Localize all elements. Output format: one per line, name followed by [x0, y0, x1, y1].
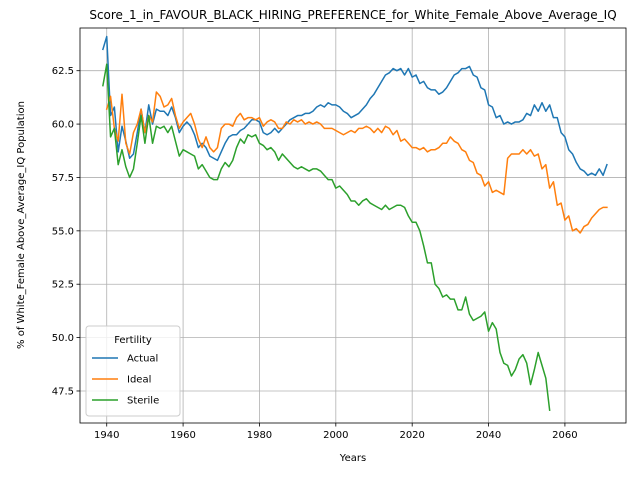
y-axis-ticks: 47.5 50.0 52.5 55.0 57.5 60.0 62.5 [52, 66, 80, 397]
series-lines [101, 35, 608, 412]
x-tick-label: 2040 [476, 430, 501, 441]
y-tick-label: 50.0 [52, 333, 74, 344]
y-tick-label: 55.0 [52, 226, 74, 237]
legend-label-ideal: Ideal [127, 375, 151, 386]
legend: Fertility Actual Ideal Sterile [85, 325, 181, 417]
series-line-ideal [105, 91, 608, 234]
y-tick-label: 57.5 [52, 173, 74, 184]
y-axis-label: % of White_Female Above_Average_IQ Popul… [16, 101, 27, 349]
legend-title: Fertility [114, 335, 152, 346]
x-tick-label: 1940 [94, 430, 119, 441]
x-tick-label: 1960 [170, 430, 195, 441]
legend-box [85, 325, 181, 417]
legend-entries: Actual Ideal Sterile [92, 354, 159, 407]
y-tick-label: 62.5 [52, 66, 74, 77]
legend-label-actual: Actual [127, 354, 158, 365]
x-tick-label: 1980 [247, 430, 272, 441]
x-axis-ticks: 1940 1960 1980 2000 2020 2040 2060 [94, 423, 578, 441]
x-tick-label: 2000 [323, 430, 348, 441]
y-tick-label: 47.5 [52, 386, 74, 397]
y-tick-label: 52.5 [52, 280, 74, 291]
y-tick-label: 60.0 [52, 120, 74, 131]
x-tick-label: 2060 [552, 430, 577, 441]
plot-frame [79, 27, 627, 424]
series-line-sterile [102, 63, 551, 412]
series-line-actual [101, 35, 608, 177]
x-axis-label: Years [339, 453, 366, 464]
x-tick-label: 2020 [399, 430, 424, 441]
legend-label-sterile: Sterile [127, 396, 159, 407]
chart-title: Score_1_in_FAVOUR_BLACK_HIRING_PREFERENC… [89, 8, 616, 22]
